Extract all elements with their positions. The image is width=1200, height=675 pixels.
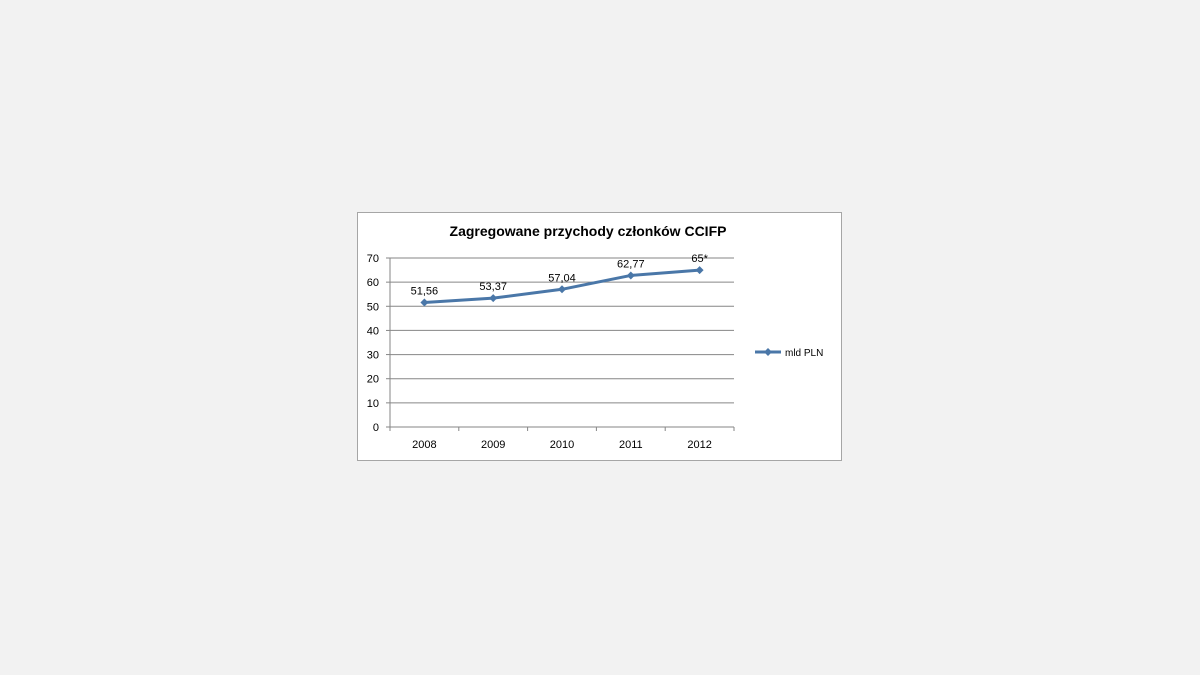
data-label: 57,04 xyxy=(548,272,576,284)
x-tick-label: 2009 xyxy=(481,439,505,451)
data-label: 65* xyxy=(691,253,708,265)
data-point xyxy=(558,285,566,294)
data-point xyxy=(420,298,429,307)
y-tick-label: 50 xyxy=(367,301,379,313)
data-point xyxy=(489,294,498,303)
y-tick-label: 20 xyxy=(367,374,379,386)
data-label: 53,37 xyxy=(479,281,507,293)
y-tick-label: 0 xyxy=(373,422,379,434)
x-tick-label: 2010 xyxy=(550,439,574,451)
legend: mld PLN xyxy=(755,348,823,359)
data-point xyxy=(626,271,635,280)
chart-title: Zagregowane przychody członków CCIFP xyxy=(450,223,727,239)
y-tick-label: 30 xyxy=(367,350,379,362)
chart-frame: Zagregowane przychody członków CCIFP 0 10… xyxy=(357,212,842,461)
x-tick-label: 2008 xyxy=(412,439,436,451)
axes: 0 10 20 30 40 50 60 70 2008 2009 2010 2011 2012 xyxy=(367,253,735,451)
y-tick-label: 70 xyxy=(367,253,379,265)
y-tick-label: 60 xyxy=(367,277,379,289)
legend-label: mld PLN xyxy=(785,348,823,359)
series-layer: 51,56 53,37 57,04 62,77 65* xyxy=(411,253,709,307)
data-point xyxy=(695,266,704,275)
y-tick-label: 10 xyxy=(367,398,379,410)
y-tick-label: 40 xyxy=(367,325,379,337)
gridlines xyxy=(390,257,734,404)
data-label: 62,77 xyxy=(617,258,645,270)
x-tick-label: 2011 xyxy=(619,439,643,451)
legend-marker xyxy=(764,348,772,356)
x-tick-label: 2012 xyxy=(687,439,711,451)
data-label: 51,56 xyxy=(411,286,439,298)
